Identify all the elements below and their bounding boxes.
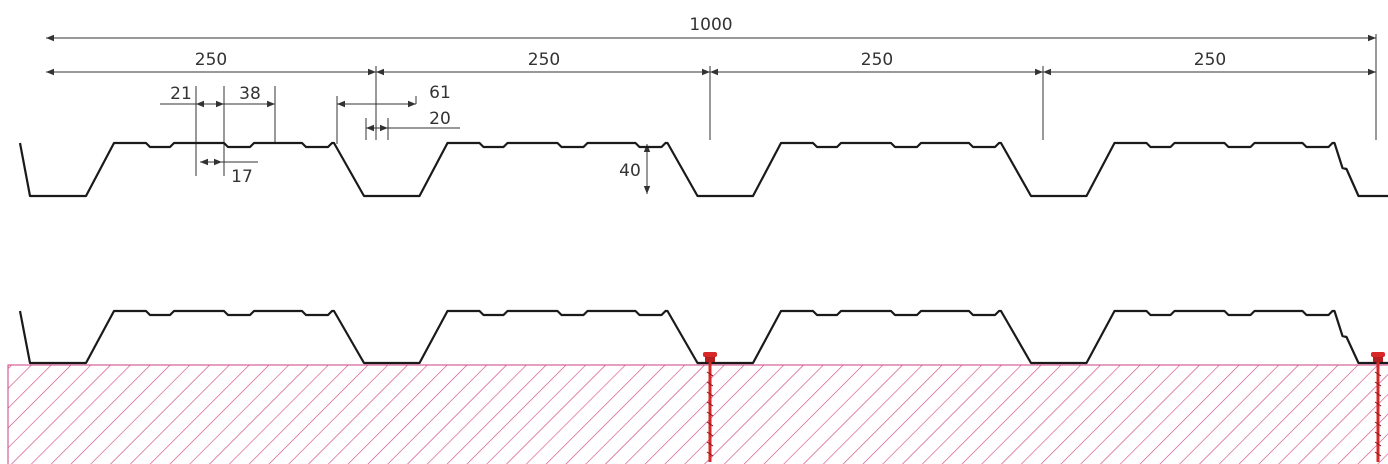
sheet-profile-top xyxy=(18,141,1388,198)
total-width-label: 1000 xyxy=(689,15,732,35)
installed-profile-view xyxy=(7,309,1388,464)
dim-17-label: 17 xyxy=(231,167,253,187)
dim-61-label: 61 xyxy=(429,83,451,103)
dim-20-label: 20 xyxy=(429,109,451,129)
detail-dimension-21-38 xyxy=(160,86,276,176)
self-drilling-screw-icon xyxy=(703,352,717,462)
dimensioned-profile-view: 1000 250 250 250 250 21 38 xyxy=(18,15,1388,198)
sheet-profile-bottom xyxy=(18,309,1388,365)
pitch-label-4: 250 xyxy=(1194,50,1226,70)
dim-38-label: 38 xyxy=(239,84,261,104)
detail-dimension-61-20 xyxy=(336,96,460,144)
dim-21-label: 21 xyxy=(170,84,192,104)
self-drilling-screw-icon xyxy=(1371,352,1385,462)
pitch-label-1: 250 xyxy=(195,50,227,70)
pitch-label-3: 250 xyxy=(861,50,893,70)
substrate-border xyxy=(7,364,1388,464)
substrate-hatched xyxy=(8,365,1388,464)
height-label: 40 xyxy=(619,161,641,181)
pitch-label-2: 250 xyxy=(528,50,560,70)
